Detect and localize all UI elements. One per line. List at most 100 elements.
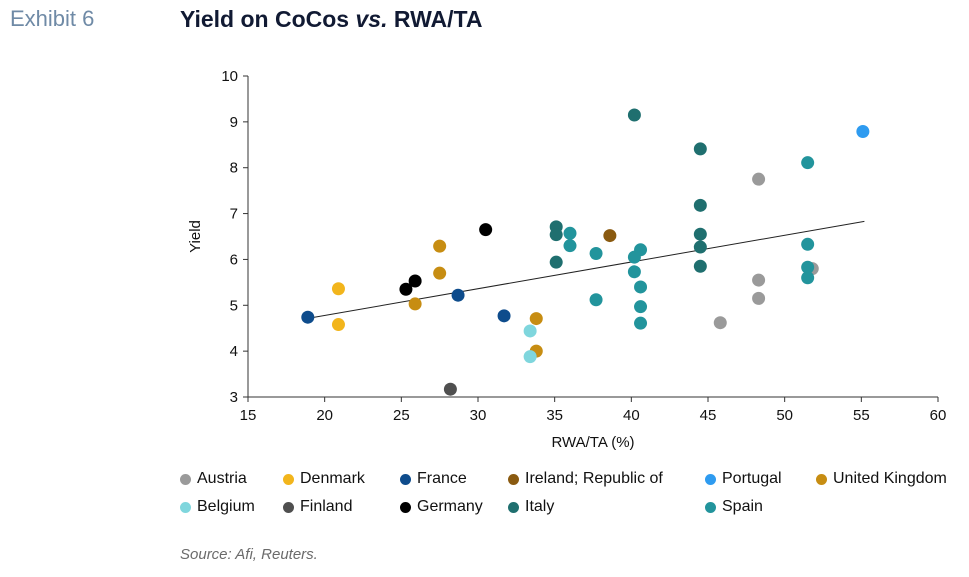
data-point-italy	[693, 227, 707, 241]
data-point-belgium	[523, 350, 537, 364]
title-part-2: RWA/TA	[387, 6, 483, 32]
data-point-spain	[563, 226, 577, 240]
legend-label: France	[417, 470, 467, 487]
x-tick-label: 30	[470, 407, 487, 424]
y-tick-label: 3	[230, 389, 238, 406]
data-point-france	[451, 288, 465, 302]
y-tick-label: 4	[230, 343, 238, 360]
legend-marker	[283, 473, 294, 485]
legend-marker	[705, 501, 716, 513]
chart-axes	[247, 76, 938, 398]
x-tick-label: 15	[240, 407, 257, 424]
data-point-spain	[634, 316, 648, 330]
legend-item-denmark: Denmark	[283, 470, 365, 488]
data-point-spain	[801, 271, 815, 285]
data-point-united-kingdom	[433, 266, 447, 280]
y-tick-label: 5	[230, 297, 238, 314]
data-point-spain	[801, 156, 815, 170]
x-tick-label: 35	[546, 407, 563, 424]
data-point-belgium	[523, 324, 537, 338]
data-point-france	[497, 309, 511, 323]
x-tick-label: 60	[930, 407, 947, 424]
x-tick-label: 20	[316, 407, 333, 424]
data-point-spain	[563, 239, 577, 253]
y-tick-label: 10	[221, 68, 238, 85]
data-point-france	[301, 310, 315, 324]
legend-marker	[180, 501, 191, 513]
legend-item-austria: Austria	[180, 470, 247, 488]
legend-item-ireland-republic-of: Ireland; Republic of	[508, 470, 663, 488]
data-point-germany	[479, 223, 493, 237]
y-axis-label: Yield	[187, 220, 204, 253]
data-point-denmark	[331, 318, 345, 332]
legend-label: Germany	[417, 498, 483, 515]
data-point-germany	[399, 282, 413, 296]
data-point-spain	[634, 300, 648, 314]
legend-item-france: France	[400, 470, 467, 488]
trendline	[309, 220, 865, 319]
legend-marker	[705, 473, 716, 485]
y-tick-label: 6	[230, 251, 238, 268]
x-axis-label: RWA/TA (%)	[551, 434, 634, 451]
exhibit-label: Exhibit 6	[10, 6, 95, 31]
legend-marker	[508, 501, 519, 513]
legend-marker	[400, 501, 411, 513]
legend-label: Ireland; Republic of	[525, 470, 663, 487]
legend-item-belgium: Belgium	[180, 498, 255, 516]
y-tick-label: 7	[230, 206, 238, 223]
data-point-austria	[752, 291, 766, 305]
data-point-germany	[408, 274, 422, 288]
data-point-united-kingdom	[529, 312, 543, 326]
data-point-italy	[549, 255, 563, 269]
legend-label: Denmark	[300, 470, 365, 487]
data-point-spain	[589, 246, 603, 260]
data-point-spain	[801, 237, 815, 251]
legend-marker	[508, 473, 519, 485]
data-point-spain	[589, 293, 603, 307]
legend-item-finland: Finland	[283, 498, 352, 516]
data-point-austria	[752, 273, 766, 287]
legend-item-portugal: Portugal	[705, 470, 782, 488]
data-point-spain	[627, 250, 641, 264]
source-note: Source: Afi, Reuters.	[180, 546, 318, 563]
legend-marker	[400, 473, 411, 485]
legend-item-germany: Germany	[400, 498, 483, 516]
data-points	[301, 108, 870, 396]
data-point-finland	[443, 382, 457, 396]
legend-marker	[816, 473, 827, 485]
data-point-ireland-republic-of	[603, 229, 617, 243]
data-point-denmark	[331, 282, 345, 296]
legend-item-united-kingdom: United Kingdom	[816, 470, 947, 488]
data-point-italy	[627, 108, 641, 122]
x-tick-label: 55	[853, 407, 870, 424]
data-point-italy	[693, 198, 707, 212]
chart-title: Yield on CoCos vs. RWA/TA	[180, 6, 482, 33]
data-point-united-kingdom	[408, 297, 422, 311]
legend-label: Portugal	[722, 470, 782, 487]
legend-label: United Kingdom	[833, 470, 947, 487]
data-point-portugal	[856, 124, 870, 138]
data-point-united-kingdom	[433, 239, 447, 253]
data-point-austria	[713, 316, 727, 330]
data-point-spain	[634, 280, 648, 294]
data-point-spain	[627, 265, 641, 279]
data-point-italy	[693, 240, 707, 254]
data-point-spain	[801, 260, 815, 274]
data-point-italy	[693, 142, 707, 156]
legend-label: Italy	[525, 498, 555, 515]
data-point-italy	[693, 259, 707, 273]
legend-label: Finland	[300, 498, 353, 515]
title-vs: vs.	[355, 6, 388, 32]
x-tick-label: 25	[393, 407, 410, 424]
title-part-1: Yield on CoCos	[180, 6, 356, 32]
y-tick-label: 9	[230, 114, 238, 131]
legend-label: Belgium	[197, 498, 255, 515]
legend-marker	[180, 473, 191, 485]
legend-label: Spain	[722, 498, 763, 515]
x-tick-label: 45	[700, 407, 717, 424]
legend-item-spain: Spain	[705, 498, 763, 516]
x-tick-label: 40	[623, 407, 640, 424]
trendline-group	[309, 220, 865, 319]
